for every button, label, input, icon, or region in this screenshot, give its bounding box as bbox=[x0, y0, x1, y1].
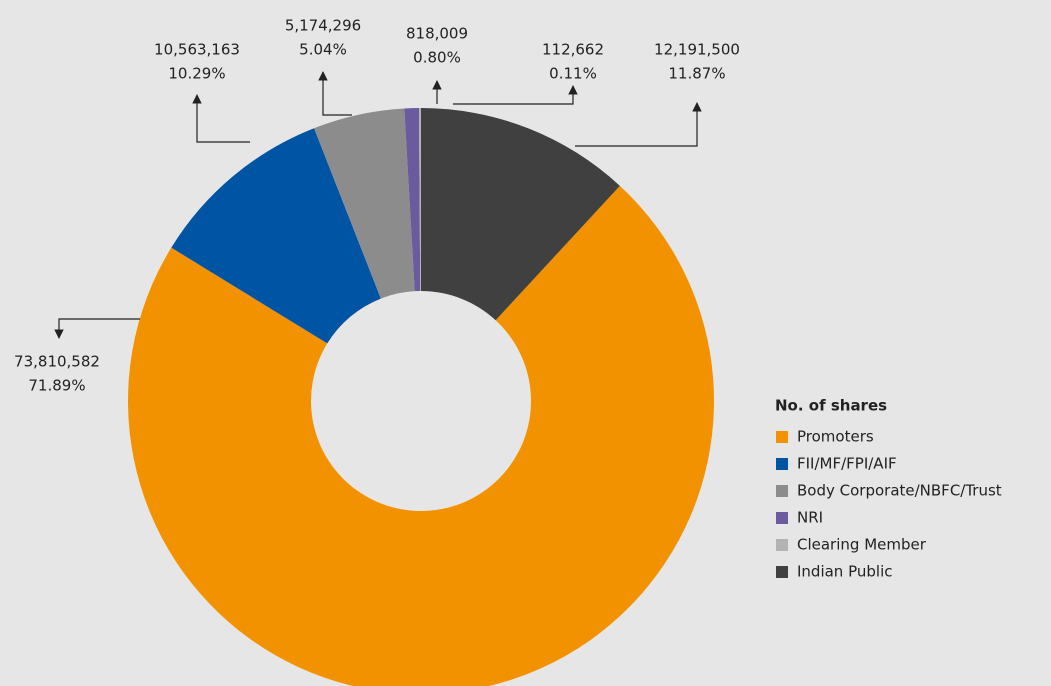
leader-line bbox=[192, 94, 250, 143]
value-label: 818,009 bbox=[406, 25, 468, 43]
percent-label: 10.29% bbox=[168, 65, 225, 83]
leader-line bbox=[453, 85, 578, 105]
legend-label: Indian Public bbox=[797, 563, 892, 581]
legend-label: NRI bbox=[797, 509, 823, 527]
value-label: 73,810,582 bbox=[14, 353, 100, 371]
percent-label: 0.80% bbox=[413, 49, 461, 67]
value-label: 5,174,296 bbox=[285, 17, 361, 35]
percent-label: 71.89% bbox=[28, 377, 85, 395]
legend-swatch bbox=[776, 566, 788, 578]
donut-slice bbox=[418, 108, 421, 292]
donut-slice bbox=[128, 185, 714, 686]
percent-label: 5.04% bbox=[299, 41, 347, 59]
legend-swatch bbox=[776, 458, 788, 470]
donut-slice bbox=[421, 108, 620, 321]
donut-slice bbox=[171, 128, 381, 344]
value-label: 10,563,163 bbox=[154, 41, 240, 59]
legend-swatch bbox=[776, 539, 788, 551]
leader-line bbox=[54, 318, 140, 339]
legend-label: Body Corporate/NBFC/Trust bbox=[797, 482, 1002, 500]
legend-label: FII/MF/FPI/AIF bbox=[797, 455, 897, 473]
percent-label: 0.11% bbox=[549, 65, 597, 83]
donut-slice bbox=[404, 108, 421, 292]
legend-swatch bbox=[776, 431, 788, 443]
legend-label: Clearing Member bbox=[797, 536, 927, 554]
leader-line bbox=[318, 71, 352, 116]
leader-line bbox=[575, 102, 702, 147]
percent-label: 11.87% bbox=[668, 65, 725, 83]
legend-swatch bbox=[776, 485, 788, 497]
value-label: 12,191,500 bbox=[654, 41, 740, 59]
legend-swatch bbox=[776, 512, 788, 524]
value-label: 112,662 bbox=[542, 41, 604, 59]
legend-title: No. of shares bbox=[775, 397, 887, 415]
legend-label: Promoters bbox=[797, 428, 874, 446]
donut-slice bbox=[314, 108, 415, 299]
